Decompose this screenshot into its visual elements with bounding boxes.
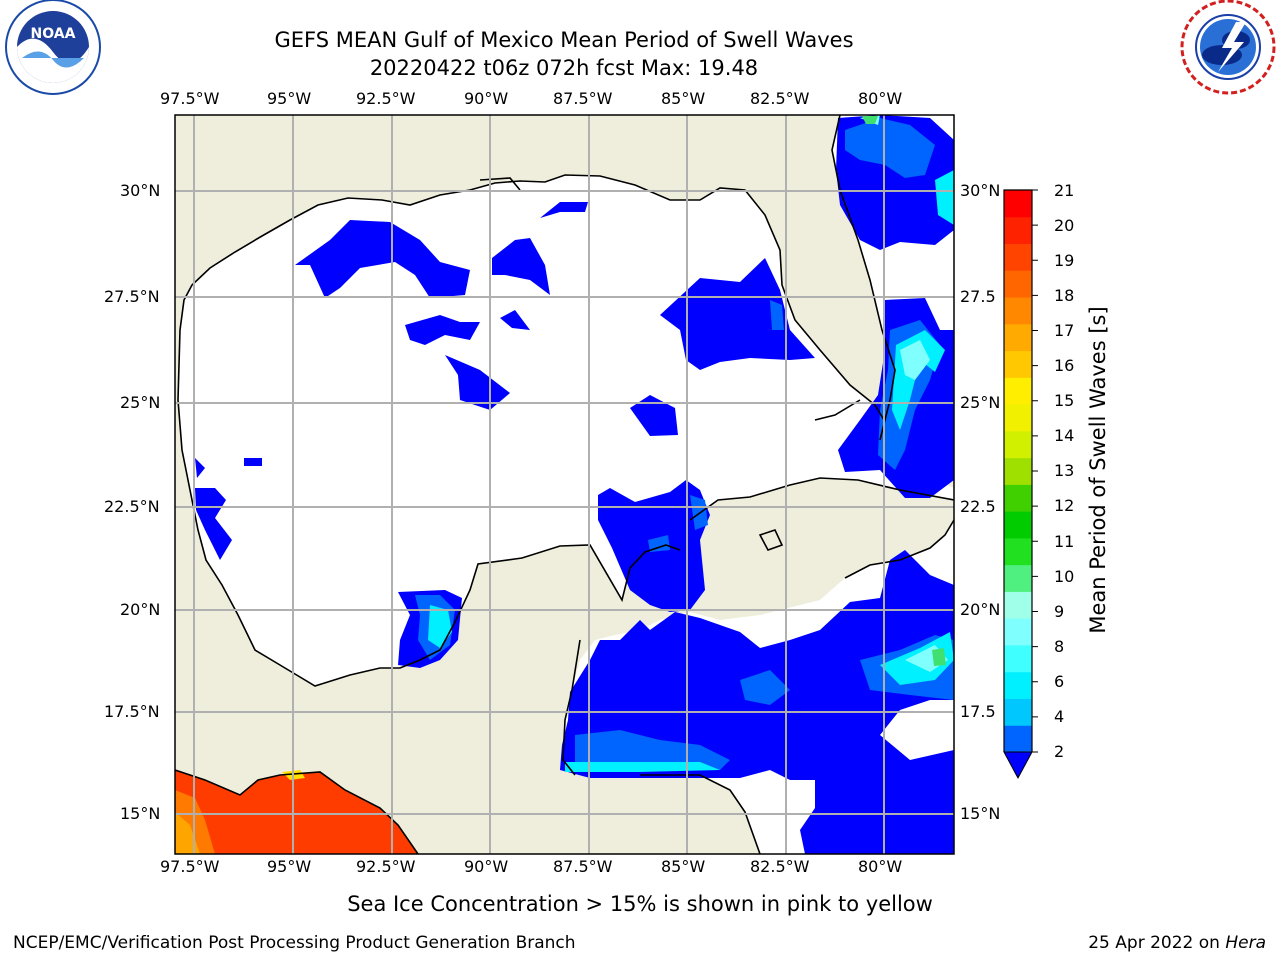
lon-label-bottom: 87.5°W [553, 857, 613, 876]
map-frame [174, 114, 955, 855]
lon-label-top: 95°W [267, 89, 312, 108]
chart-title: GEFS MEAN Gulf of Mexico Mean Period of … [274, 28, 854, 52]
lon-label-bottom: 82.5°W [750, 857, 810, 876]
noaa-logo: NOAA [5, 0, 101, 95]
colorbar-segment [1004, 671, 1032, 699]
lat-label-left: 17.5°N [104, 702, 160, 721]
lat-label-right: 20°N [960, 600, 1001, 619]
colorbar-segment [1004, 404, 1032, 432]
footer-date: 25 Apr 2022 on Hera [1088, 933, 1266, 953]
colorbar-tick: 2 [1054, 742, 1065, 761]
lon-label-bottom: 95°W [267, 857, 312, 876]
lon-label-bottom: 80°W [858, 857, 903, 876]
colorbar-tick: 19 [1054, 251, 1075, 270]
colorbar-segment [1004, 270, 1032, 298]
colorbar-tick: 15 [1054, 391, 1075, 410]
colorbar-tick: 13 [1054, 461, 1075, 480]
colorbar-segment [1004, 377, 1032, 405]
colorbar-tick: 21 [1054, 181, 1075, 200]
colorbar-segment [1004, 698, 1032, 726]
colorbar-tick: 12 [1054, 496, 1075, 515]
lon-label-top: 87.5°W [553, 89, 613, 108]
nws-logo [1180, 0, 1276, 95]
lat-label-right: 15°N [960, 804, 1001, 823]
lat-label-left: 15°N [120, 804, 161, 823]
colorbar-segment [1004, 216, 1032, 245]
colorbar [1003, 189, 1038, 780]
colorbar-segment [1004, 350, 1032, 378]
lon-label-top: 85°W [661, 89, 706, 108]
colorbar-segment [1004, 190, 1032, 218]
sea-ice-note: Sea Ice Concentration > 15% is shown in … [347, 892, 933, 916]
colorbar-segment [1004, 564, 1032, 592]
lat-label-left: 20°N [120, 600, 161, 619]
colorbar-segment [1004, 323, 1032, 352]
colorbar-tick: 4 [1054, 707, 1065, 726]
colorbar-tick: 14 [1054, 426, 1075, 445]
colorbar-extend-triangle [1003, 751, 1033, 780]
swell-period-green [862, 116, 946, 666]
colorbar-tick: 11 [1054, 532, 1075, 551]
lat-label-left: 30°N [120, 181, 161, 200]
colorbar-label: Mean Period of Swell Waves [s] [1086, 306, 1110, 634]
lon-label-bottom: 92.5°W [356, 857, 416, 876]
lon-label-bottom: 90°W [464, 857, 509, 876]
lat-label-left: 25°N [120, 393, 161, 412]
colorbar-segment [1004, 725, 1032, 753]
footer-machine: Hera [1225, 933, 1266, 953]
colorbar-segment [1004, 484, 1032, 512]
lon-label-bottom: 85°W [661, 857, 706, 876]
colorbar-segment [1004, 297, 1032, 325]
svg-text:NOAA: NOAA [31, 26, 76, 42]
chart-subtitle: 20220422 t06z 072h fcst Max: 19.48 [369, 56, 759, 80]
colorbar-tick: 9 [1054, 602, 1065, 621]
colorbar-segment [1004, 537, 1032, 566]
lat-label-right: 17.5 [960, 702, 996, 721]
colorbar-segment [1004, 511, 1032, 539]
lon-label-top: 92.5°W [356, 89, 416, 108]
gridlines [175, 115, 954, 854]
lat-label-left: 22.5°N [104, 497, 160, 516]
map-panel [175, 115, 954, 854]
colorbar-segment [1004, 457, 1032, 485]
lon-label-top: 80°W [858, 89, 903, 108]
colorbar-tick: 6 [1054, 672, 1065, 691]
footer-credit: NCEP/EMC/Verification Post Processing Pr… [13, 933, 576, 953]
lat-label-right: 25°N [960, 393, 1001, 412]
colorbar-segment [1004, 430, 1032, 459]
colorbar-tick: 20 [1054, 216, 1075, 235]
lon-label-top: 90°W [464, 89, 509, 108]
colorbar-tick: 8 [1054, 637, 1065, 656]
colorbar-tick: 16 [1054, 356, 1075, 375]
coastlines [175, 115, 954, 854]
lon-label-top: 97.5°W [160, 89, 220, 108]
colorbar-segment [1004, 618, 1032, 646]
lat-label-left: 27.5°N [104, 287, 160, 306]
colorbar-tick: 10 [1054, 567, 1075, 586]
lon-label-bottom: 97.5°W [160, 857, 220, 876]
colorbar-segment [1004, 243, 1032, 271]
lat-label-right: 22.5 [960, 497, 996, 516]
colorbar-tick: 17 [1054, 321, 1075, 340]
lat-label-right: 30°N [960, 181, 1001, 200]
colorbar-tick: 18 [1054, 286, 1075, 305]
colorbar-segment [1004, 644, 1032, 673]
colorbar-segment [1004, 591, 1032, 619]
lon-label-top: 82.5°W [750, 89, 810, 108]
lat-label-right: 27.5 [960, 287, 996, 306]
